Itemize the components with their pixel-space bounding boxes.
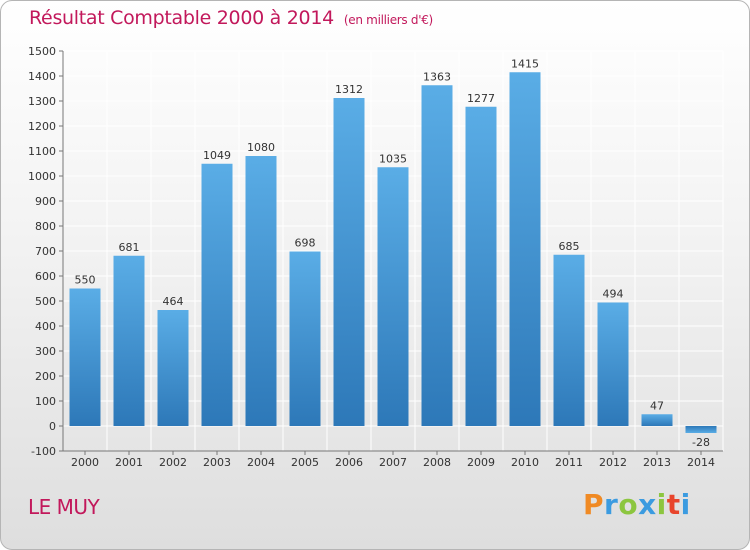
data-label: 698	[295, 237, 316, 250]
x-tick-label: 2012	[599, 456, 627, 469]
x-tick-label: 2004	[247, 456, 275, 469]
y-tick-label: -100	[31, 445, 56, 458]
y-tick-label: 1000	[28, 170, 56, 183]
location-label: LE MUY	[28, 495, 100, 519]
bar	[597, 302, 629, 426]
y-tick-label: 300	[35, 345, 56, 358]
data-labels: 550 681 464 1049 1080 698 1312 1035 1363 1277 1415…	[75, 57, 710, 449]
bar	[553, 254, 585, 426]
x-tick-label: 2011	[555, 456, 583, 469]
y-tick-label: 100	[35, 395, 56, 408]
logo-letter: t	[666, 488, 681, 521]
y-tick-label: 1400	[28, 70, 56, 83]
y-tick-label: 1300	[28, 95, 56, 108]
bar	[509, 72, 541, 426]
x-tick-label: 2001	[115, 456, 143, 469]
data-label: 494	[603, 288, 624, 301]
bar	[69, 288, 101, 426]
y-tick-label: 700	[35, 245, 56, 258]
y-tick-label: 200	[35, 370, 56, 383]
bar	[289, 251, 321, 426]
bar	[113, 255, 145, 426]
bar	[421, 85, 453, 426]
proxiti-logo: Proxiti	[583, 488, 691, 521]
chart-subtitle: (en milliers d'€)	[343, 13, 433, 27]
logo-letter: r	[604, 488, 619, 521]
bar	[377, 167, 409, 426]
x-tick-label: 2006	[335, 456, 363, 469]
x-tick-label: 2009	[467, 456, 495, 469]
data-label: 1363	[423, 70, 451, 83]
x-tick-label: 2005	[291, 456, 319, 469]
bar	[157, 310, 189, 426]
bar	[201, 163, 233, 426]
y-tick-label: 1200	[28, 120, 56, 133]
axes: -100 0 100 200 300 400 500 600 700 800 900 1000 1100…	[28, 45, 723, 469]
data-label: 1415	[511, 57, 539, 70]
y-tick-label: 900	[35, 195, 56, 208]
bar	[333, 98, 365, 426]
data-label: 47	[650, 399, 664, 412]
bar	[685, 426, 717, 433]
logo-letter: i	[680, 488, 691, 521]
x-tick-label: 2014	[687, 456, 715, 469]
data-label: 464	[163, 295, 184, 308]
x-tick-label: 2003	[203, 456, 231, 469]
data-label: 550	[75, 274, 96, 287]
data-label: 681	[119, 241, 140, 254]
y-tick-label: 400	[35, 320, 56, 333]
data-label: -28	[692, 436, 710, 449]
data-label: 1049	[203, 149, 231, 162]
logo-letter: o	[618, 488, 639, 521]
y-tick-label: 500	[35, 295, 56, 308]
x-tick-label: 2008	[423, 456, 451, 469]
y-tick-label: 600	[35, 270, 56, 283]
bars	[69, 72, 717, 433]
x-tick-label: 2007	[379, 456, 407, 469]
bar	[465, 106, 497, 426]
x-tick-label: 2010	[511, 456, 539, 469]
chart-title-text: Résultat Comptable 2000 à 2014	[29, 7, 334, 29]
logo-letter: i	[656, 488, 667, 521]
x-tick-label: 2013	[643, 456, 671, 469]
y-tick-label: 1500	[28, 45, 56, 58]
x-tick-label: 2000	[71, 456, 99, 469]
bar	[641, 414, 673, 426]
y-tick-label: 0	[49, 420, 56, 433]
logo-letter: x	[638, 488, 657, 521]
logo-letter: P	[583, 488, 605, 521]
y-tick-label: 800	[35, 220, 56, 233]
x-tick-label: 2002	[159, 456, 187, 469]
y-tick-label: 1100	[28, 145, 56, 158]
data-label: 1080	[247, 141, 275, 154]
chart-title: Résultat Comptable 2000 à 2014 (en millie…	[29, 7, 433, 29]
data-label: 1035	[379, 152, 407, 165]
bar	[245, 156, 277, 426]
data-label: 685	[559, 240, 580, 253]
data-label: 1312	[335, 83, 363, 96]
data-label: 1277	[467, 92, 495, 105]
